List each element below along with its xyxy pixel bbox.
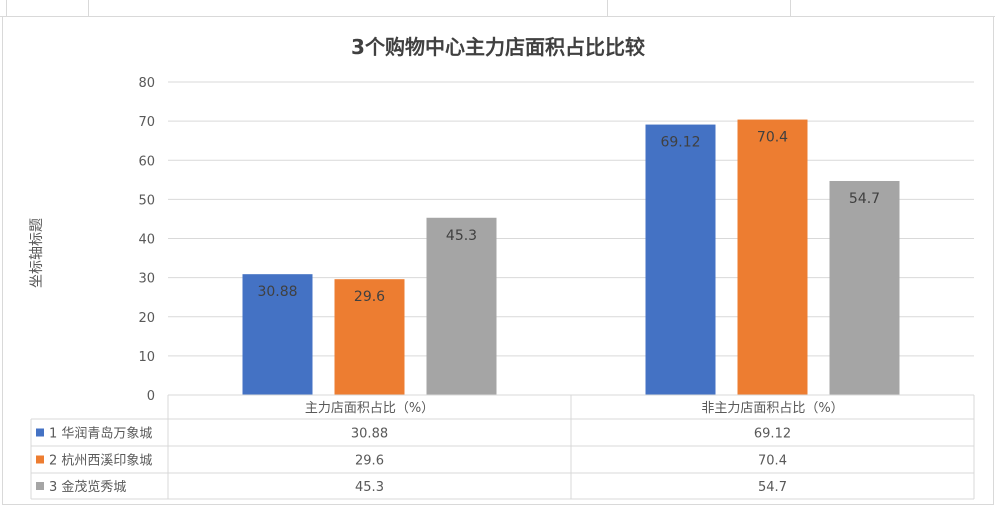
data-label: 30.88 [257,284,297,300]
legend-label: 1 华润青岛万象城 [49,426,152,442]
data-label: 70.4 [757,130,788,146]
data-label: 45.3 [446,228,477,244]
grid-line [88,0,89,16]
y-tick-label: 0 [147,389,155,404]
y-tick-label: 50 [138,193,155,208]
y-tick-label: 40 [138,233,155,248]
y-axis-title: 坐标轴标题 [29,218,45,288]
data-label: 69.12 [660,135,700,151]
y-tick-label: 20 [138,311,155,326]
table-value: 70.4 [758,454,787,469]
y-tick-label: 80 [138,76,155,91]
chart-area[interactable]: 3个购物中心主力店面积占比比较 坐标轴标题 0 10 20 30 40 50 60 70 80 3… [2,16,994,505]
legend-key [36,428,44,437]
bar [242,274,313,395]
category-label: 非主力店面积占比（%） [701,401,843,416]
bar [334,279,405,395]
bar-chart: 3个购物中心主力店面积占比比较 坐标轴标题 0 10 20 30 40 50 60 70 80 3… [29,35,975,500]
table-value: 29.6 [355,454,384,469]
legend-label: 2 杭州西溪印象城 [49,454,152,469]
table-value: 30.88 [351,427,388,442]
table-value: 45.3 [355,480,384,495]
data-label: 29.6 [354,289,385,305]
y-tick-label: 10 [138,350,155,365]
legend-key [36,482,44,490]
table-value: 54.7 [758,480,787,495]
bar [645,124,716,396]
y-tick-label: 30 [138,272,155,287]
category-label: 主力店面积占比（%） [305,401,434,416]
legend-label: 3 金茂览秀城 [49,479,126,495]
data-label: 54.7 [849,191,880,207]
y-tick-label: 60 [138,154,155,169]
bar [829,180,900,395]
chart-title: 3个购物中心主力店面积占比比较 [351,35,645,59]
grid-line [790,0,791,16]
legend-key [36,455,44,464]
bar [737,119,808,395]
grid-line [607,0,608,16]
y-tick-label: 70 [138,115,155,130]
bar [426,217,497,395]
grid-line [6,0,7,16]
table-value: 69.12 [754,427,791,442]
spreadsheet-grid [0,0,995,17]
